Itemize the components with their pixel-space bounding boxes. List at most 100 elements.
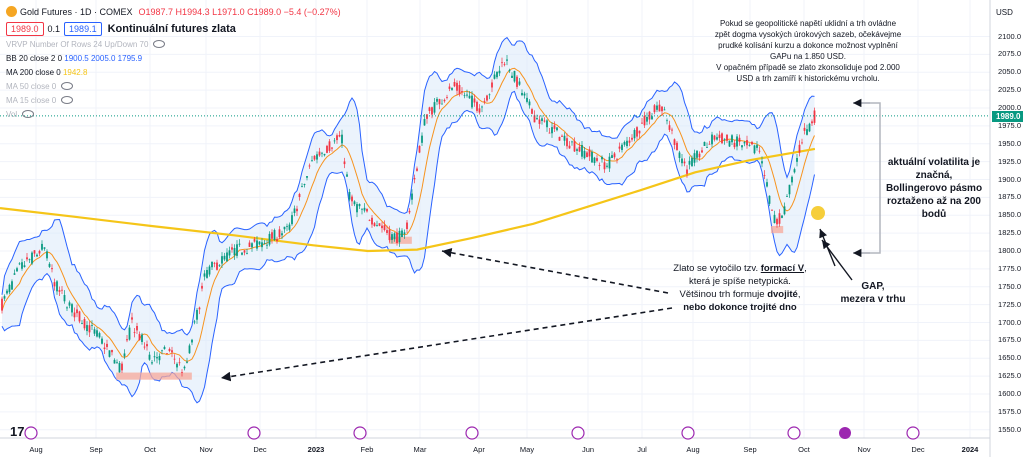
- candle-body: [688, 160, 691, 165]
- candle-body: [681, 158, 683, 164]
- candle-body: [621, 144, 623, 150]
- candle-body: [568, 145, 571, 149]
- candle-body: [251, 243, 253, 248]
- candle-body: [23, 265, 26, 268]
- candle-body: [213, 262, 216, 264]
- event-markers[interactable]: [24, 426, 920, 440]
- eye-icon[interactable]: [22, 110, 35, 118]
- candle-body: [351, 196, 353, 202]
- event-marker-icon[interactable]: [787, 426, 801, 440]
- eye-icon[interactable]: [153, 40, 166, 48]
- event-marker-icon[interactable]: [681, 426, 695, 440]
- candle-body: [686, 169, 688, 174]
- candle-body: [121, 363, 123, 371]
- indicator-ma200[interactable]: MA 200 close 0 1942.8: [6, 68, 87, 77]
- candle-body: [643, 115, 646, 126]
- event-marker-icon[interactable]: [247, 426, 261, 440]
- candle-body: [433, 102, 436, 113]
- candle-body: [536, 118, 538, 120]
- price-tick-label: 1700.0: [998, 317, 1021, 327]
- candle-body: [468, 95, 471, 99]
- event-marker-icon[interactable]: [465, 426, 479, 440]
- candle-body: [278, 229, 281, 238]
- candle-body: [708, 143, 711, 145]
- candle-body: [523, 93, 526, 96]
- candle-body: [153, 356, 156, 358]
- candle-body: [506, 59, 508, 61]
- candle-body: [241, 252, 243, 255]
- candle-body: [321, 152, 323, 154]
- candle-body: [466, 94, 468, 96]
- indicator-ma15[interactable]: MA 15 close 0: [6, 96, 74, 105]
- candle-body: [721, 133, 723, 144]
- candle-body: [31, 252, 33, 264]
- candle-body: [813, 110, 816, 123]
- candle-body: [88, 325, 91, 333]
- sell-price-box[interactable]: 1989.0: [6, 22, 44, 36]
- candle-body: [341, 134, 343, 144]
- candle-body: [328, 141, 331, 151]
- eye-icon[interactable]: [61, 82, 74, 90]
- candle-body: [473, 98, 476, 103]
- event-marker-icon[interactable]: [24, 426, 38, 440]
- candle-body: [796, 157, 798, 162]
- bollinger-band-fill: [2, 37, 815, 403]
- candle-body: [618, 146, 621, 149]
- time-tick-label: Jul: [637, 445, 647, 454]
- earnings-flash-icon[interactable]: [839, 427, 851, 439]
- event-marker-icon[interactable]: [906, 426, 920, 440]
- candle-body: [28, 259, 31, 261]
- candle-body: [333, 140, 336, 142]
- candle-body: [13, 273, 16, 275]
- currency-label[interactable]: USD: [996, 8, 1013, 17]
- candle-body: [86, 325, 88, 332]
- time-tick-label: 2024: [961, 445, 979, 454]
- gold-logo-icon: [6, 6, 17, 17]
- event-marker-icon[interactable]: [353, 426, 367, 440]
- candle-body: [378, 223, 381, 226]
- indicator-bb[interactable]: BB 20 close 2 0 1900.5 2005.0 1795.9: [6, 54, 142, 63]
- annotation-arrows: [220, 98, 881, 382]
- candle-body: [301, 186, 303, 187]
- candle-body: [518, 81, 521, 85]
- candle-body: [401, 230, 403, 238]
- time-tick-label: Mar: [413, 445, 427, 454]
- candle-body: [596, 158, 598, 161]
- tradingview-logo-icon[interactable]: 17: [10, 424, 25, 439]
- buy-price-box[interactable]: 1989.1: [64, 22, 102, 36]
- volatility-note: aktuální volatilita je značná, Bollinger…: [880, 156, 988, 221]
- candle-body: [713, 135, 716, 140]
- note-line: V opačném případě se zlato zkonsoliduje …: [716, 63, 900, 72]
- price-tick-label: 2050.0: [998, 67, 1021, 77]
- candle-body: [513, 70, 516, 82]
- candle-body: [366, 208, 368, 212]
- note-emphasis: dvojité: [767, 289, 798, 300]
- note-line: Zlato se vytočilo tzv. formací V,: [640, 262, 840, 275]
- candle-body: [388, 229, 391, 241]
- candle-body: [803, 127, 806, 131]
- event-marker-icon[interactable]: [571, 426, 585, 440]
- candle-body: [256, 240, 258, 249]
- candle-body: [173, 358, 176, 360]
- symbol-name[interactable]: Gold Futures · 1D · COMEX: [20, 7, 133, 17]
- note-text: Zlato se vytočilo tzv.: [673, 263, 761, 274]
- candle-body: [226, 252, 228, 262]
- indicator-ma50[interactable]: MA 50 close 0: [6, 82, 74, 91]
- candle-body: [203, 273, 206, 277]
- candle-body: [306, 176, 308, 178]
- note-text: ,: [797, 289, 801, 300]
- indicator-vrvp[interactable]: VRVP Number Of Rows 24 Up/Down 70: [6, 40, 166, 49]
- eye-icon[interactable]: [61, 96, 74, 104]
- note-line: Většinou trh formuje dvojité,: [640, 288, 840, 301]
- candle-body: [338, 135, 341, 137]
- candle-body: [771, 209, 773, 211]
- candle-body: [768, 195, 771, 204]
- candle-body: [598, 165, 601, 166]
- time-tick-label: Nov: [199, 445, 213, 454]
- highlight-zone: [770, 225, 784, 234]
- indicator-vol[interactable]: Vol: [6, 110, 35, 119]
- candle-body: [778, 213, 781, 224]
- candle-body: [463, 95, 466, 97]
- candle-body: [701, 150, 703, 153]
- candle-body: [206, 269, 208, 278]
